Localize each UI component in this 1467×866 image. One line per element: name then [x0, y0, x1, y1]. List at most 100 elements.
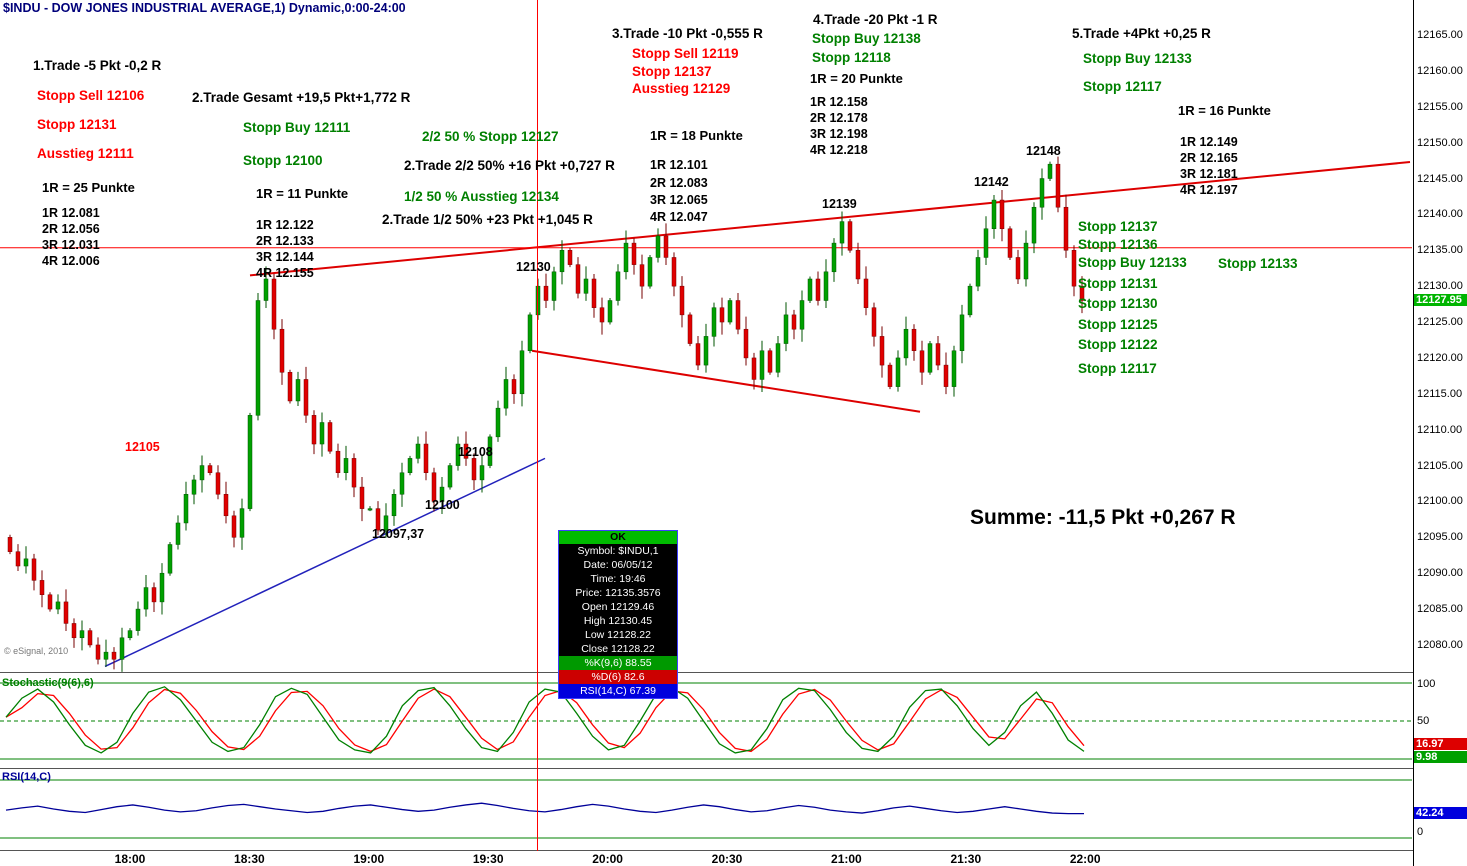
candle-body — [239, 508, 245, 538]
main-chart-plot[interactable] — [0, 0, 1412, 672]
candle-body — [367, 508, 373, 511]
candle-body — [383, 515, 389, 531]
stoch-k-line — [5, 686, 1085, 754]
candle-body — [255, 300, 261, 416]
candle-body — [711, 307, 717, 337]
candle-body — [439, 486, 445, 502]
candle-body — [799, 300, 805, 330]
rsi-panel[interactable] — [0, 770, 1412, 850]
candle-body — [311, 415, 317, 445]
candle-body — [135, 608, 141, 631]
trendline[interactable] — [104, 457, 546, 668]
data-window-row: Symbol: $INDU,1 — [577, 545, 659, 557]
candle-body — [735, 300, 741, 330]
panel-separator — [0, 672, 1467, 673]
trade-block-5-title: 5.Trade +4Pkt +0,25 R — [1072, 26, 1211, 41]
candle-body — [871, 307, 877, 337]
candle-body — [695, 343, 701, 366]
candle-body — [679, 285, 685, 316]
data-window-row: RSI(14,C) 67.39 — [559, 684, 677, 698]
trade-block-4-r-row: 1R 12.158 — [810, 95, 868, 109]
candle-body — [415, 443, 421, 459]
time-axis[interactable]: 18:00 18:30 19:00 19:30 20:00 20:30 21:00 21:30… — [0, 851, 1412, 866]
candlesticks[interactable] — [7, 156, 1085, 672]
stoch-d-line — [5, 688, 1085, 753]
candle-body — [319, 422, 325, 445]
candle-body — [167, 544, 173, 574]
mid-annotation: 1/2 50 % Ausstieg 12134 — [404, 189, 559, 204]
trade-block-5-r-row: 1R 12.149 — [1180, 135, 1238, 149]
candle-body — [1055, 163, 1061, 208]
candle-body — [7, 537, 13, 552]
candle-body — [687, 314, 693, 344]
stoch-axis-100: 100 — [1417, 678, 1436, 690]
trade-block-3-r-row: 1R 12.101 — [650, 158, 708, 172]
candle-body — [95, 644, 101, 660]
mid-annotation: 2.Trade 2/2 50% +16 Pkt +0,727 R — [404, 158, 615, 173]
candle-body — [287, 372, 293, 402]
price-axis[interactable]: 12165.00 12160.00 12155.00 12150.00 12145.00… — [1413, 0, 1467, 866]
candle-body — [423, 443, 429, 473]
trendline[interactable] — [531, 349, 921, 413]
rsi-axis-0: 0 — [1417, 826, 1424, 838]
candle-body — [279, 328, 285, 373]
candle-body — [71, 623, 77, 639]
candle-body — [431, 472, 437, 502]
candle-body — [31, 558, 37, 581]
trade-block-1-r-row: 1R 12.081 — [42, 206, 100, 220]
candle-body — [919, 350, 925, 373]
chart-point-label: 12105 — [125, 440, 160, 454]
stop-list-item: Stopp 12133 — [1218, 256, 1298, 271]
chart-point-label: 12148 — [1026, 144, 1061, 158]
candle-body — [575, 264, 581, 294]
stochastic-panel[interactable] — [0, 675, 1412, 767]
price-tick-label: 12125.00 — [1417, 316, 1463, 329]
rsi-value-tag: 42.24 — [1414, 807, 1467, 819]
candle-body — [151, 587, 157, 603]
panel-separator — [0, 850, 1467, 851]
data-window-row: High 12130.45 — [583, 615, 653, 627]
candle-body — [1063, 206, 1069, 251]
price-tick-label: 12160.00 — [1417, 64, 1463, 77]
crosshair-vertical-line[interactable] — [537, 0, 538, 851]
price-tick-label: 12090.00 — [1417, 567, 1463, 580]
summary-label: Summe: -11,5 Pkt +0,267 R — [970, 506, 1236, 529]
chart-point-label: 12108 — [458, 445, 493, 459]
price-tick-label: 12100.00 — [1417, 495, 1463, 508]
time-tick-label: 18:00 — [114, 852, 146, 866]
chart-title: $INDU - DOW JONES INDUSTRIAL AVERAGE,1) … — [3, 1, 406, 15]
price-tick-label: 12085.00 — [1417, 603, 1463, 616]
trade-block-4-r-row: 4R 12.218 — [810, 143, 868, 157]
trade-block-5-r-row: 2R 12.165 — [1180, 151, 1238, 165]
candle-body — [911, 328, 917, 351]
stoch-axis-50: 50 — [1417, 715, 1430, 727]
trade-block-4-stop: Stopp 12118 — [812, 50, 891, 65]
data-window[interactable]: OK Symbol: $INDU,1 Date: 06/05/12 Time: 19… — [558, 530, 678, 699]
trade-block-2-title: 2.Trade Gesamt +19,5 Pkt+1,772 R — [192, 90, 411, 105]
trendline[interactable] — [249, 161, 1411, 277]
price-tick-label: 12110.00 — [1417, 423, 1463, 436]
price-tick-label: 12130.00 — [1417, 280, 1463, 293]
copyright-label: © eSignal, 2010 — [4, 646, 69, 656]
candle-body — [551, 271, 557, 301]
candle-body — [943, 364, 949, 387]
price-tick-label: 12140.00 — [1417, 208, 1463, 221]
candle-body — [887, 364, 893, 387]
chart-point-label: 12142 — [974, 175, 1009, 189]
candle-body — [903, 328, 909, 359]
trade-block-4-r-row: 2R 12.178 — [810, 111, 868, 125]
trade-block-1-stop: Ausstieg 12111 — [37, 146, 134, 161]
rsi-line — [5, 802, 1084, 815]
candle-body — [351, 458, 357, 488]
price-tick-label: 12155.00 — [1417, 100, 1463, 113]
candle-body — [879, 336, 885, 366]
candle-body — [247, 415, 253, 509]
stop-list-item: Stopp 12125 — [1078, 317, 1158, 332]
time-tick-label: 22:00 — [1069, 852, 1101, 866]
trade-block-4-r-row: 3R 12.198 — [810, 127, 868, 141]
candle-body — [967, 285, 973, 316]
candle-body — [471, 458, 477, 481]
candle-body — [607, 300, 613, 323]
data-window-row: Open 12129.46 — [581, 601, 655, 613]
trade-block-4-r-header: 1R = 20 Punkte — [810, 71, 903, 86]
